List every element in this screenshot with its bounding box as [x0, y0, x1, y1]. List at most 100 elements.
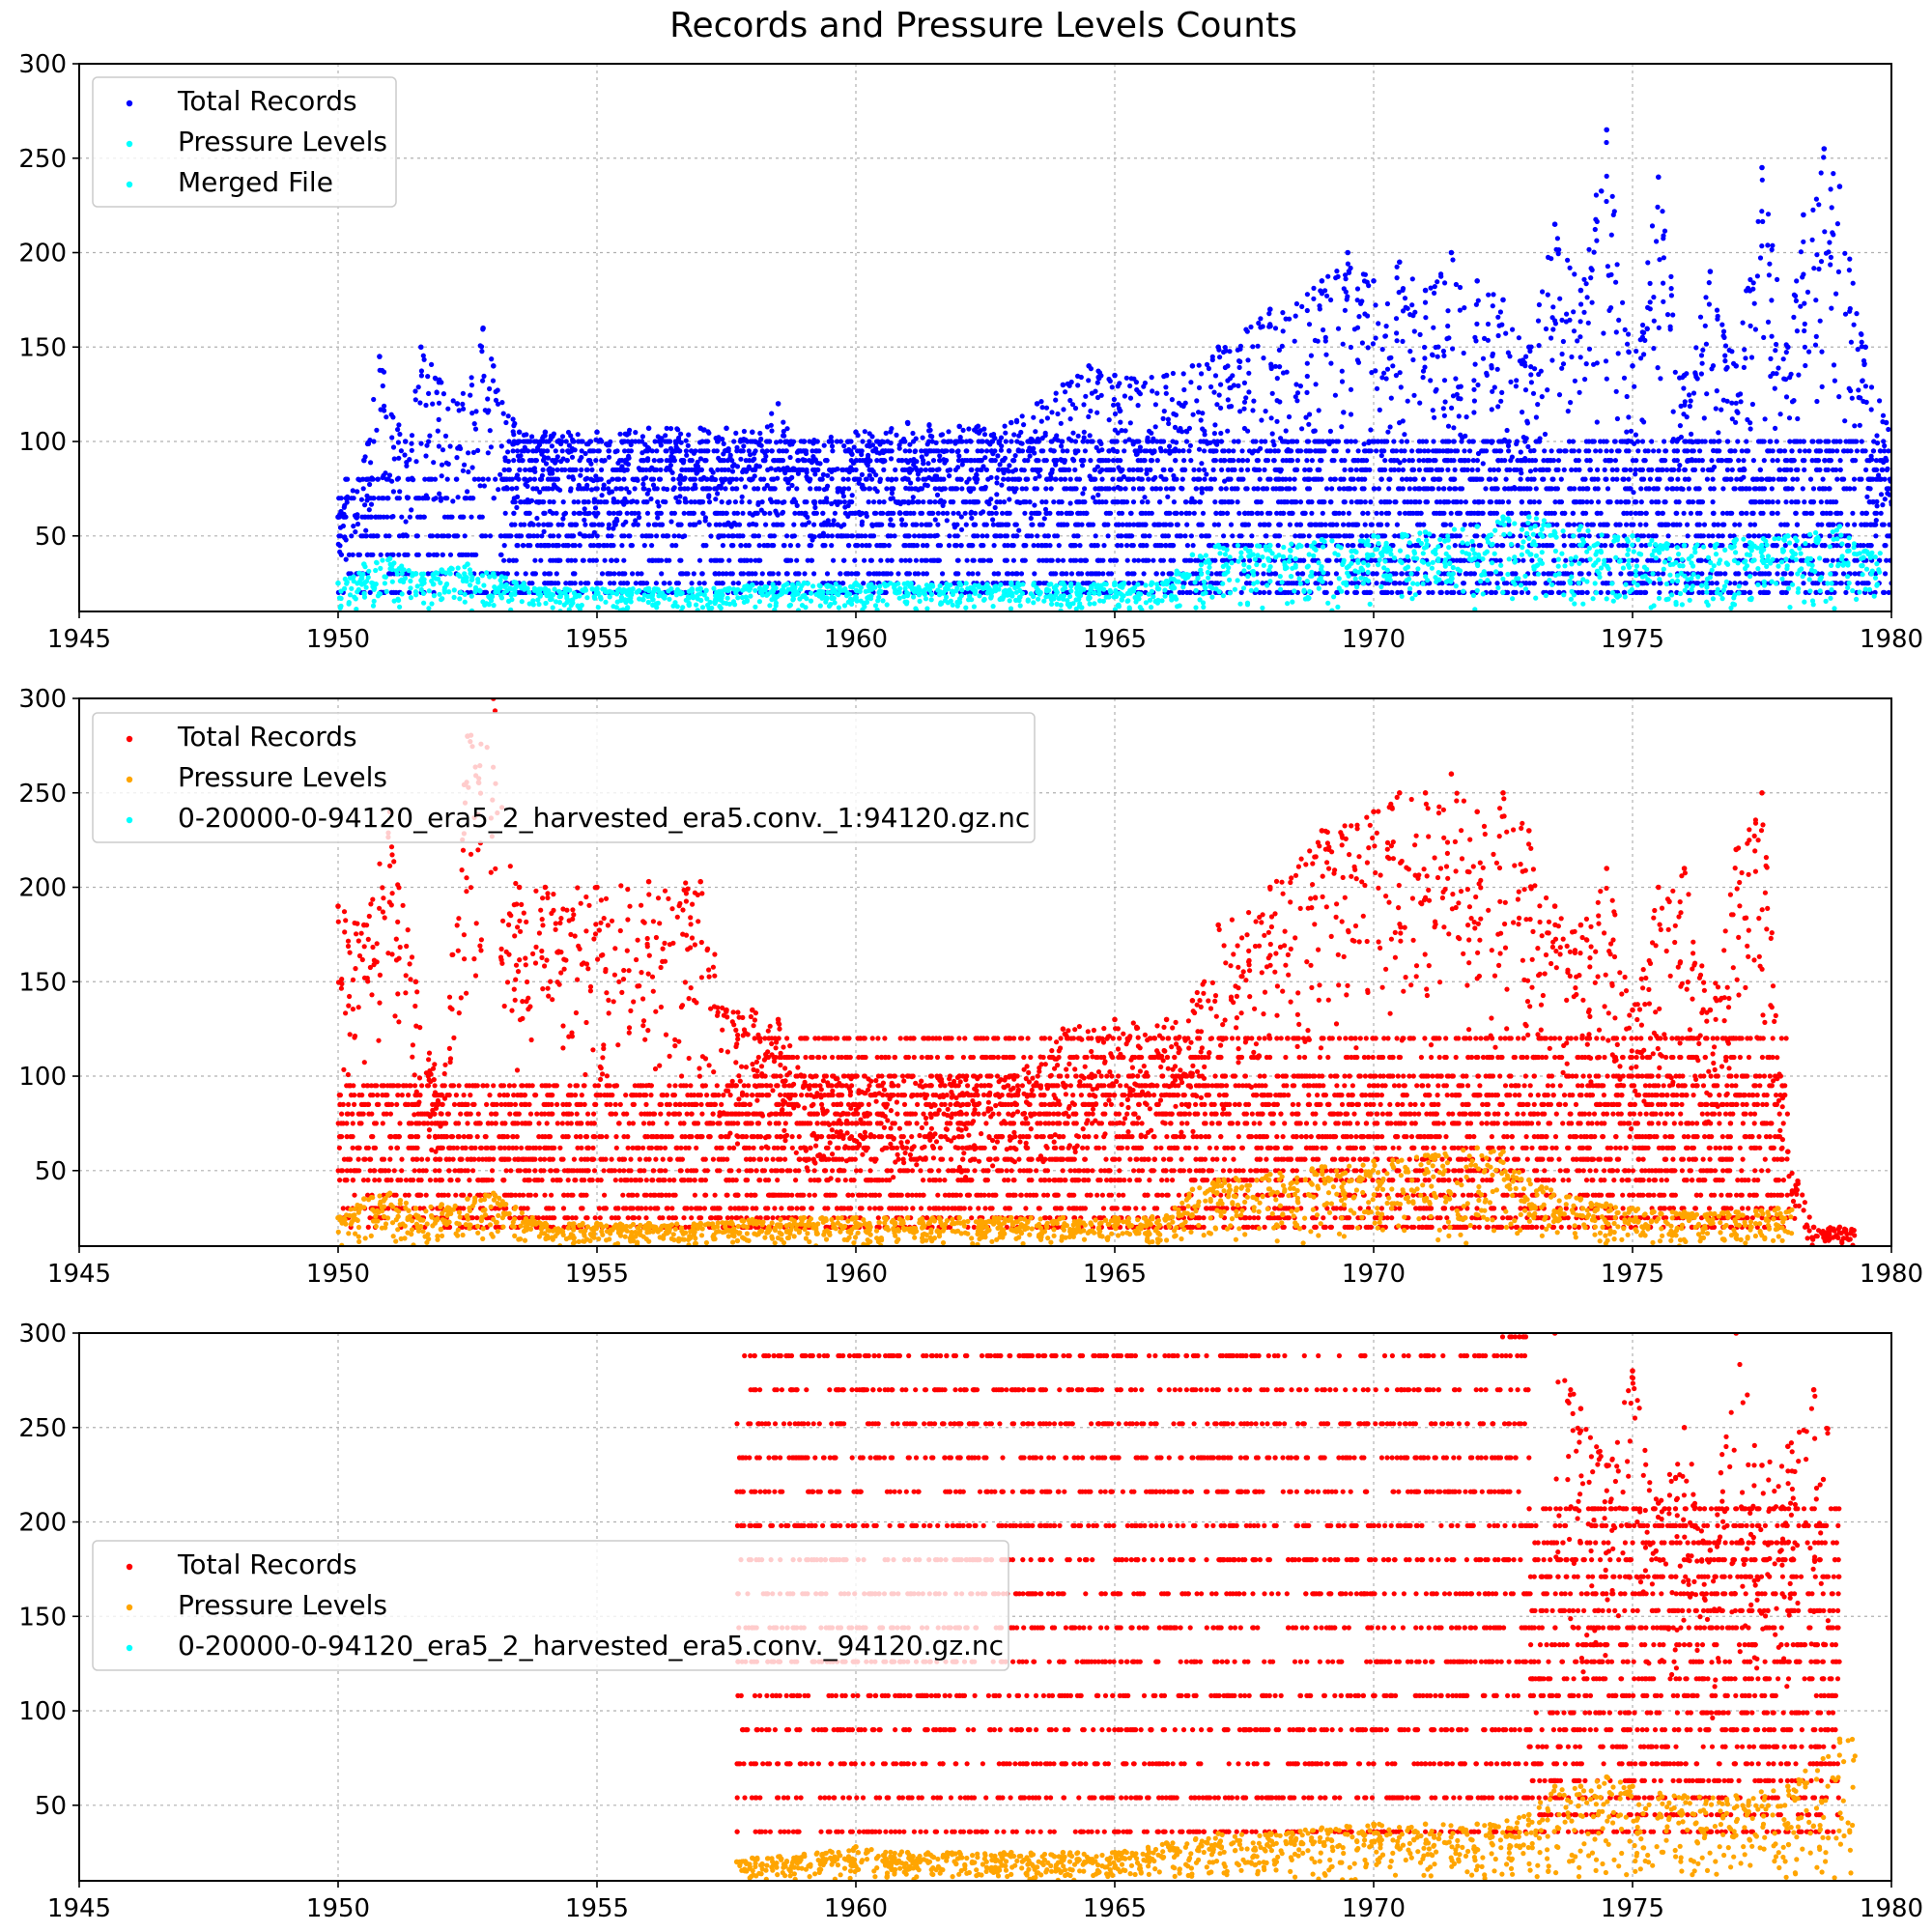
band-point	[1725, 458, 1731, 464]
band-point	[1261, 486, 1266, 492]
band-point	[1036, 543, 1041, 549]
band-point	[1457, 458, 1463, 464]
band-point	[845, 533, 851, 539]
band-point	[1093, 533, 1098, 539]
band-point	[1602, 467, 1607, 472]
band-point	[1577, 486, 1582, 492]
band-point	[621, 476, 627, 482]
band-point	[1212, 499, 1218, 505]
band-point	[1173, 458, 1179, 464]
band-point	[1174, 510, 1179, 516]
band-point	[1519, 589, 1524, 596]
band-point	[738, 476, 745, 482]
band-point	[784, 533, 790, 539]
band-point	[1251, 486, 1257, 492]
band-point	[560, 499, 566, 505]
band-point	[1715, 522, 1721, 527]
band-point	[1638, 499, 1644, 505]
band-point	[1470, 458, 1476, 464]
band-point	[1626, 476, 1632, 482]
band-point	[1582, 476, 1588, 482]
band-point	[1368, 557, 1374, 563]
band-point	[1696, 589, 1702, 596]
band-point	[1324, 557, 1330, 563]
band-point	[1435, 486, 1441, 492]
band-point	[1048, 486, 1054, 492]
band-point	[1788, 467, 1794, 472]
band-point	[1323, 486, 1330, 492]
band-point	[1022, 458, 1028, 464]
band-point	[1353, 467, 1359, 472]
band-point	[1179, 533, 1184, 539]
band-point	[1770, 543, 1776, 549]
band-point	[918, 510, 923, 516]
band-point	[613, 486, 619, 492]
band-point	[777, 448, 782, 454]
band-point	[525, 510, 530, 516]
band-point	[1150, 486, 1155, 492]
band-point	[602, 557, 608, 563]
band-point	[1595, 476, 1601, 482]
band-point	[1364, 533, 1370, 539]
band-point	[1463, 499, 1468, 505]
band-point	[1640, 533, 1647, 539]
band-point	[1115, 543, 1121, 549]
band-point	[940, 571, 946, 577]
band-point	[1309, 458, 1315, 464]
band-point	[1587, 458, 1593, 464]
band-point	[952, 486, 958, 492]
band-point	[1634, 589, 1639, 596]
band-point	[1368, 522, 1374, 527]
band-point	[1860, 581, 1865, 586]
band-point	[729, 533, 735, 539]
band-point	[1621, 476, 1627, 482]
band-point	[631, 522, 637, 527]
band-point	[1448, 522, 1454, 527]
band-point	[1281, 510, 1287, 516]
band-point	[946, 543, 952, 549]
band-point	[651, 458, 657, 464]
band-point	[1665, 533, 1671, 539]
band-point	[1843, 589, 1849, 596]
band-point	[1685, 533, 1690, 539]
band-point	[1540, 467, 1546, 472]
band-point	[1571, 522, 1577, 527]
band-point	[1245, 522, 1252, 527]
band-point	[1145, 499, 1151, 505]
band-point	[677, 522, 683, 527]
band-point	[1213, 510, 1219, 516]
band-point	[1316, 439, 1321, 444]
band-point	[741, 557, 748, 563]
band-point	[1034, 486, 1039, 492]
band-point	[1319, 476, 1324, 482]
band-point	[940, 510, 946, 516]
band-point	[1783, 499, 1789, 505]
band-point	[533, 486, 539, 492]
band-point	[1275, 543, 1281, 549]
band-point	[1467, 510, 1473, 516]
band-point	[1584, 499, 1590, 505]
band-point	[1452, 448, 1458, 454]
band-point	[1257, 557, 1263, 563]
band-point	[1009, 439, 1014, 444]
band-point	[1417, 522, 1423, 527]
band-point	[671, 533, 677, 539]
band-point	[1085, 439, 1091, 444]
band-point	[1307, 476, 1313, 482]
band-point	[1407, 476, 1413, 482]
band-point	[1223, 557, 1229, 563]
band-point	[1716, 533, 1721, 539]
band-point	[1553, 467, 1559, 472]
band-point	[1848, 439, 1854, 444]
band-point	[1263, 522, 1268, 527]
band-point	[664, 458, 669, 464]
band-point	[1388, 458, 1394, 464]
band-point	[563, 581, 569, 586]
band-point	[1413, 571, 1420, 577]
band-point	[541, 522, 547, 527]
band-point	[1834, 476, 1840, 482]
band-point	[852, 510, 858, 516]
band-point	[838, 439, 844, 444]
band-point	[657, 510, 663, 516]
band-point	[1208, 476, 1214, 482]
